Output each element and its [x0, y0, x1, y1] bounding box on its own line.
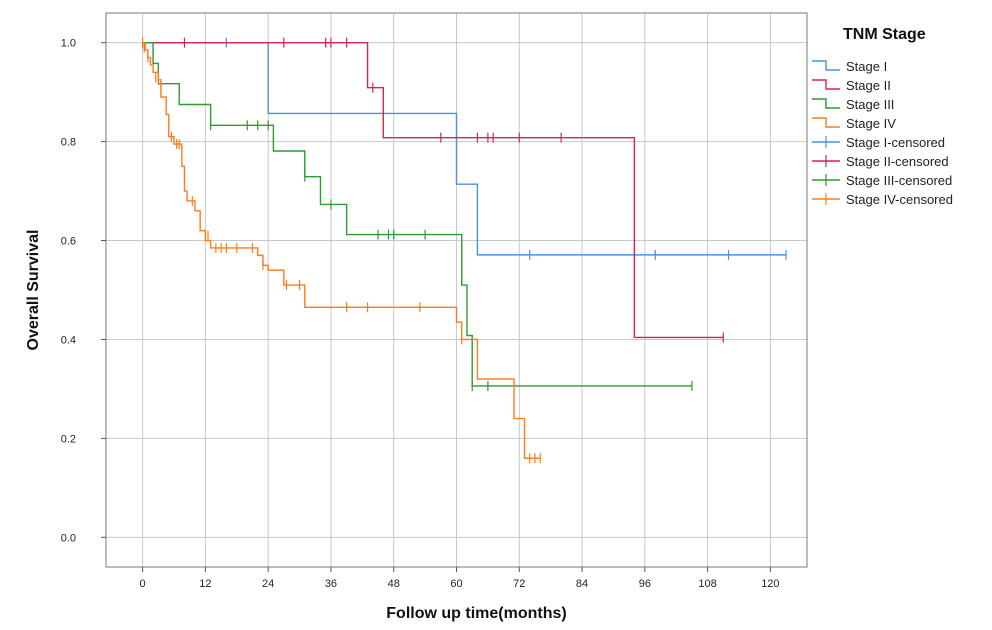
- x-tick-label: 96: [639, 578, 651, 590]
- survival-curve: [142, 41, 724, 339]
- legend-label: Stage I-censored: [846, 135, 945, 150]
- legend-line-swatch: [812, 98, 840, 109]
- legend-label: Stage II-censored: [846, 154, 949, 169]
- x-tick-label: 12: [199, 578, 211, 590]
- series-4: [142, 37, 541, 464]
- x-axis-ticks: 0 12 24 36 48 60 72 84 96 108 120: [140, 567, 780, 590]
- legend-entries: Stage I Stage II Stage III Stage IV Stage I-…: [812, 59, 953, 207]
- legend-label: Stage I: [846, 59, 887, 74]
- y-tick-label: 1.0: [61, 38, 76, 50]
- legend-line-swatch: [812, 60, 840, 71]
- y-tick-label: 0.2: [61, 433, 76, 445]
- x-tick-label: 72: [513, 578, 525, 590]
- legend-line-swatch: [812, 79, 840, 90]
- legend-entry: Stage III: [812, 97, 894, 112]
- x-tick-label: 48: [388, 578, 400, 590]
- x-axis-title: Follow up time(months): [386, 605, 566, 622]
- legend-title: TNM Stage: [843, 26, 926, 43]
- series-1: [142, 37, 787, 260]
- legend-label: Stage III: [846, 97, 894, 112]
- legend-entry: Stage III-censored: [812, 173, 952, 188]
- legend-entry: Stage I-censored: [812, 135, 945, 150]
- legend-entry: Stage I: [812, 59, 887, 74]
- x-tick-label: 84: [576, 578, 588, 590]
- legend-line-swatch: [812, 117, 840, 128]
- x-tick-label: 0: [140, 578, 146, 590]
- survival-curve: [142, 41, 541, 459]
- y-tick-label: 0.4: [61, 334, 76, 346]
- legend-entry: Stage IV: [812, 116, 896, 131]
- y-axis-ticks: 0.0 0.2 0.4 0.6 0.8 1.0: [61, 38, 106, 544]
- grid: [106, 13, 807, 567]
- legend-entry: Stage II-censored: [812, 154, 949, 169]
- y-tick-label: 0.8: [61, 137, 76, 149]
- series-layer: [142, 37, 787, 464]
- legend-entry: Stage IV-censored: [812, 192, 953, 207]
- series-3: [142, 41, 693, 391]
- legend-entry: Stage II: [812, 78, 891, 93]
- legend-label: Stage IV: [846, 116, 896, 131]
- survival-curve: [142, 41, 787, 256]
- x-tick-label: 24: [262, 578, 274, 590]
- x-tick-label: 120: [761, 578, 779, 590]
- survival-curve: [142, 41, 692, 387]
- legend-label: Stage II: [846, 78, 891, 93]
- x-tick-label: 60: [450, 578, 462, 590]
- y-tick-label: 0.6: [61, 236, 76, 248]
- series-2: [142, 37, 724, 343]
- legend-label: Stage III-censored: [846, 173, 952, 188]
- y-axis-title: Overall Survival: [25, 230, 42, 351]
- y-tick-label: 0.0: [61, 532, 76, 544]
- x-tick-label: 36: [325, 578, 337, 590]
- x-tick-label: 108: [698, 578, 716, 590]
- legend-label: Stage IV-censored: [846, 192, 953, 207]
